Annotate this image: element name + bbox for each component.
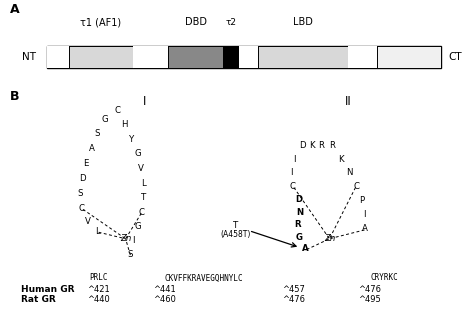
Text: D: D xyxy=(79,174,86,183)
Text: V: V xyxy=(85,217,91,226)
Bar xyxy=(239,46,258,68)
Text: NT: NT xyxy=(21,52,36,62)
Text: Rat GR: Rat GR xyxy=(21,295,56,304)
Text: C: C xyxy=(79,204,84,213)
Text: ^421: ^421 xyxy=(87,285,110,294)
Text: I: I xyxy=(290,168,293,177)
Text: τ2: τ2 xyxy=(225,18,237,27)
Text: CT: CT xyxy=(448,52,462,62)
Text: R: R xyxy=(329,141,335,150)
Bar xyxy=(223,46,239,68)
Text: D: D xyxy=(295,195,302,204)
Text: B: B xyxy=(9,90,19,103)
Text: R: R xyxy=(319,141,324,150)
Text: A: A xyxy=(302,244,309,253)
Text: Human GR: Human GR xyxy=(21,285,75,294)
Text: ^457: ^457 xyxy=(283,285,305,294)
Bar xyxy=(377,46,441,68)
Text: I: I xyxy=(143,95,146,108)
Text: CRYRKC: CRYRKC xyxy=(370,273,398,282)
Bar xyxy=(258,46,348,68)
Bar xyxy=(168,46,223,68)
Text: I: I xyxy=(363,210,365,219)
Text: S: S xyxy=(78,189,83,198)
Text: A: A xyxy=(89,144,94,153)
Text: C: C xyxy=(138,208,144,217)
Text: A: A xyxy=(362,224,368,234)
Text: PRLC: PRLC xyxy=(89,273,108,282)
Text: S: S xyxy=(127,250,133,259)
Text: K: K xyxy=(309,141,315,150)
Bar xyxy=(348,46,377,68)
Text: T: T xyxy=(140,193,146,202)
Text: C: C xyxy=(290,182,296,191)
Text: P: P xyxy=(359,197,364,205)
Text: T: T xyxy=(233,221,239,230)
Text: LBD: LBD xyxy=(293,17,313,27)
Text: ^440: ^440 xyxy=(87,295,110,304)
Text: E: E xyxy=(83,159,89,168)
Text: ^476: ^476 xyxy=(358,285,381,294)
Text: C: C xyxy=(354,182,359,191)
Text: ^476: ^476 xyxy=(283,295,305,304)
Text: Zn: Zn xyxy=(324,234,335,243)
Text: II: II xyxy=(345,95,352,108)
Text: τ1 (AF1): τ1 (AF1) xyxy=(81,17,121,27)
Bar xyxy=(133,46,168,68)
Text: Y: Y xyxy=(129,135,135,144)
Bar xyxy=(69,46,133,68)
Text: Zn: Zn xyxy=(120,234,131,243)
Text: CKVFFKRAVEGQHNYLC: CKVFFKRAVEGQHNYLC xyxy=(164,273,243,282)
Text: G: G xyxy=(102,115,109,124)
Text: A: A xyxy=(9,3,19,16)
Text: ^460: ^460 xyxy=(154,295,176,304)
Text: G: G xyxy=(134,222,141,231)
Text: DBD: DBD xyxy=(185,17,207,27)
Text: ^441: ^441 xyxy=(154,285,176,294)
Text: (A458T): (A458T) xyxy=(221,230,251,239)
Text: ^495: ^495 xyxy=(358,295,381,304)
Text: K: K xyxy=(338,155,344,164)
Text: C: C xyxy=(115,106,120,115)
Text: S: S xyxy=(94,129,100,138)
Text: N: N xyxy=(346,168,353,177)
Text: L: L xyxy=(141,179,146,188)
Text: I: I xyxy=(132,236,135,245)
Text: V: V xyxy=(138,164,144,173)
Bar xyxy=(47,46,69,68)
Text: I: I xyxy=(293,155,296,164)
Text: R: R xyxy=(294,220,301,229)
Text: H: H xyxy=(121,120,128,129)
Text: N: N xyxy=(296,208,304,217)
Bar xyxy=(47,46,441,68)
Text: L: L xyxy=(95,227,100,236)
Text: G: G xyxy=(296,233,303,242)
Text: G: G xyxy=(134,149,141,158)
Text: D: D xyxy=(299,141,305,150)
